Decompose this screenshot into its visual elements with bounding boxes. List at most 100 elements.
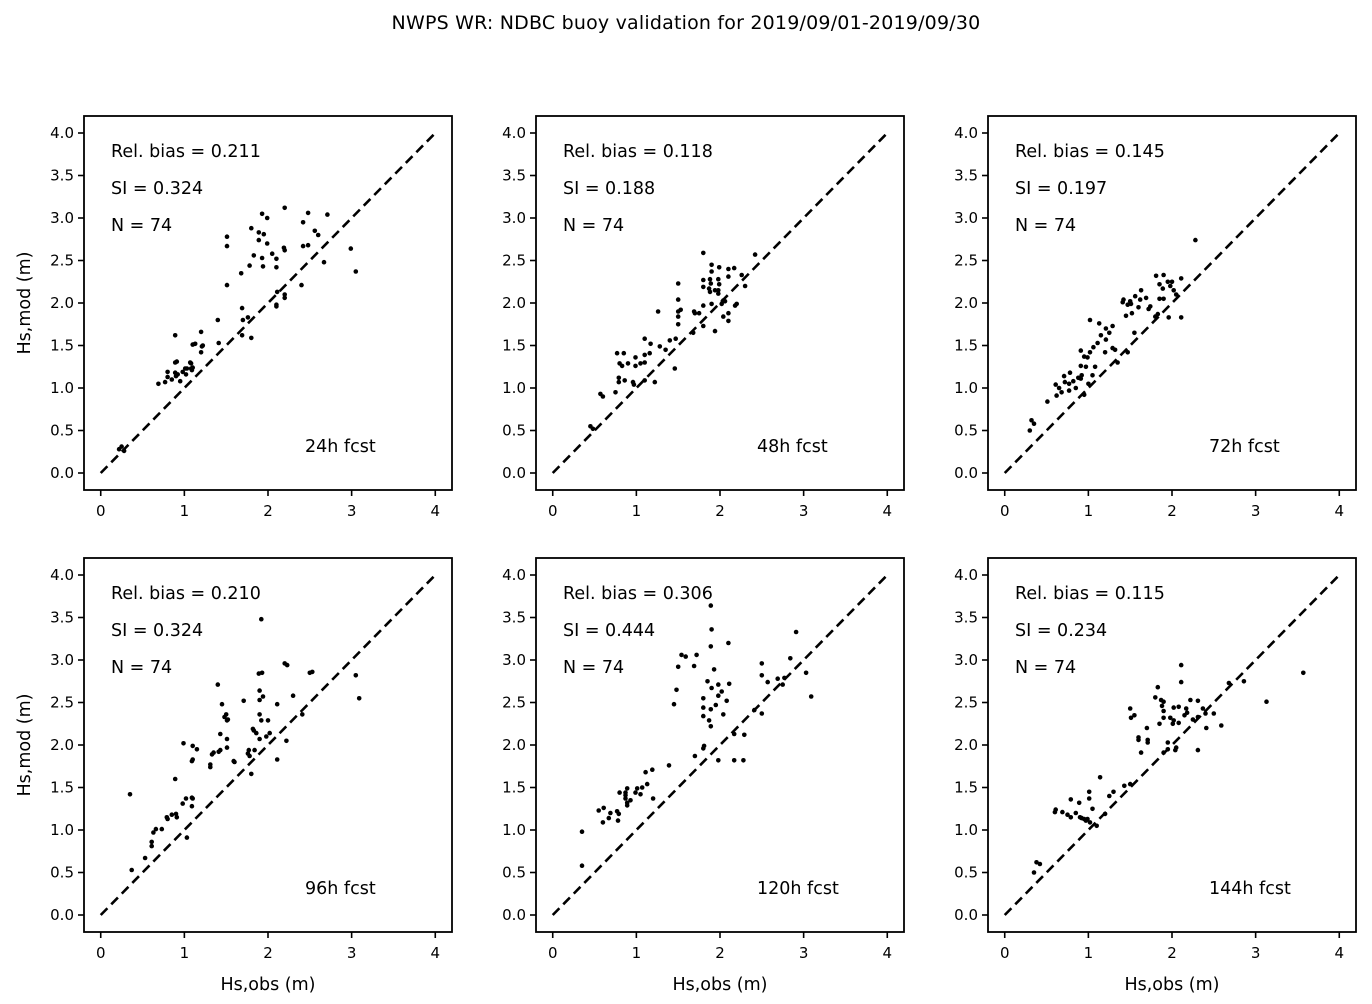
scatter-point: [675, 322, 681, 327]
scatter-point: [708, 281, 714, 286]
scatter-point: [752, 252, 758, 257]
subplot-48h-fcst: 0 1 2 3 4 0.0 0.5 1.0 1.5 2.0 2.5 3.0 3.5 4.0 Rel. bia…: [502, 115, 905, 520]
scatter-point: [701, 743, 707, 749]
scatter-point: [300, 712, 305, 717]
scatter-point: [208, 762, 213, 767]
scatter-point: [1094, 823, 1099, 829]
scatter-point: [600, 394, 606, 399]
scatter-point: [731, 731, 737, 737]
scatter-point: [1132, 293, 1138, 299]
scatter-point: [190, 365, 195, 370]
scatter-points: [116, 205, 359, 454]
scatter-point: [1111, 789, 1116, 795]
scatter-point: [1157, 282, 1162, 287]
scatter-point: [183, 372, 189, 377]
scatter-point: [1068, 815, 1074, 820]
scatter-point: [650, 796, 656, 801]
scatter-point: [1127, 706, 1133, 711]
scatter-point: [1056, 385, 1062, 391]
scatter-point: [634, 786, 640, 791]
scatter-point: [165, 369, 170, 375]
stats-text: N = 74: [111, 216, 172, 236]
scatter-point: [1226, 680, 1232, 686]
scatter-point: [709, 685, 714, 691]
scatter-point: [1062, 379, 1068, 385]
scatter-point: [1159, 703, 1165, 709]
scatter-point: [211, 750, 216, 755]
y-tick-label: 3.0: [954, 209, 978, 227]
scatter-point: [667, 338, 673, 343]
scatter-point: [675, 297, 681, 302]
scatter-point: [600, 820, 606, 825]
scatter-point: [726, 318, 731, 324]
scatter-point: [625, 361, 631, 366]
y-tick-label: 1.5: [954, 337, 978, 355]
scatter-point: [1155, 684, 1161, 690]
y-tick-label: 0.0: [954, 906, 978, 924]
scatter-point: [1102, 811, 1108, 817]
fcst-label: 24h fcst: [305, 437, 376, 457]
scatter-point: [1092, 364, 1098, 370]
scatter-point: [1136, 737, 1141, 743]
x-tick-label: 2: [1167, 944, 1177, 962]
scatter-point: [1136, 305, 1141, 310]
y-tick-label: 4.0: [954, 124, 978, 142]
y-tick-label: 2.0: [50, 736, 74, 754]
scatter-point: [1078, 348, 1084, 353]
scatter-point: [142, 855, 148, 861]
scatter-point: [652, 379, 658, 385]
scatter-point: [265, 718, 271, 723]
y-tick-label: 0.0: [50, 464, 74, 482]
scatter-point: [701, 696, 706, 701]
scatter-points: [1027, 237, 1198, 433]
x-tick-label: 1: [180, 502, 190, 520]
x-tick-label: 1: [1084, 502, 1094, 520]
scatter-point: [1211, 711, 1217, 716]
x-axis-label: Hs,obs (m): [220, 975, 315, 995]
scatter-point: [162, 379, 168, 385]
scatter-point: [716, 758, 721, 763]
stats-text: N = 74: [563, 658, 624, 678]
scatter-point: [726, 681, 732, 687]
identity-line: [1003, 132, 1341, 474]
scatter-point: [1073, 810, 1079, 816]
scatter-point: [1137, 297, 1143, 302]
scatter-point: [216, 340, 221, 346]
scatter-point: [619, 363, 625, 369]
x-tick-label: 0: [96, 502, 106, 520]
y-tick-label: 0.5: [954, 422, 978, 440]
scatter-point: [624, 786, 630, 791]
scatter-point: [1112, 347, 1118, 353]
y-tick-label: 3.0: [502, 209, 526, 227]
scatter-point: [628, 798, 633, 803]
scatter-point: [742, 732, 747, 738]
scatter-point: [1178, 315, 1184, 320]
scatter-point: [1086, 381, 1091, 387]
scatter-point: [172, 333, 178, 338]
scatter-point: [1128, 301, 1134, 307]
scatter-point: [274, 757, 280, 762]
scatter-point: [722, 299, 728, 304]
scatter-point: [1166, 315, 1171, 320]
scatter-point: [579, 829, 585, 834]
y-tick-label: 2.0: [954, 294, 978, 312]
scatter-point: [198, 350, 204, 355]
scatter-point: [184, 366, 190, 371]
fcst-label: 144h fcst: [1209, 879, 1291, 899]
scatter-point: [759, 673, 765, 678]
scatter-point: [655, 309, 661, 314]
scatter-point: [246, 747, 252, 753]
fcst-label: 120h fcst: [757, 879, 839, 899]
scatter-point: [239, 333, 245, 338]
scatter-point: [198, 329, 204, 335]
y-tick-label: 3.5: [954, 609, 978, 627]
scatter-point: [215, 682, 221, 687]
scatter-point: [1171, 288, 1176, 293]
scatter-point: [180, 801, 185, 806]
fcst-label: 48h fcst: [757, 437, 828, 457]
scatter-point: [260, 694, 266, 699]
scatter-point: [716, 682, 721, 687]
scatter-point: [1157, 721, 1162, 727]
x-tick-label: 2: [715, 502, 725, 520]
